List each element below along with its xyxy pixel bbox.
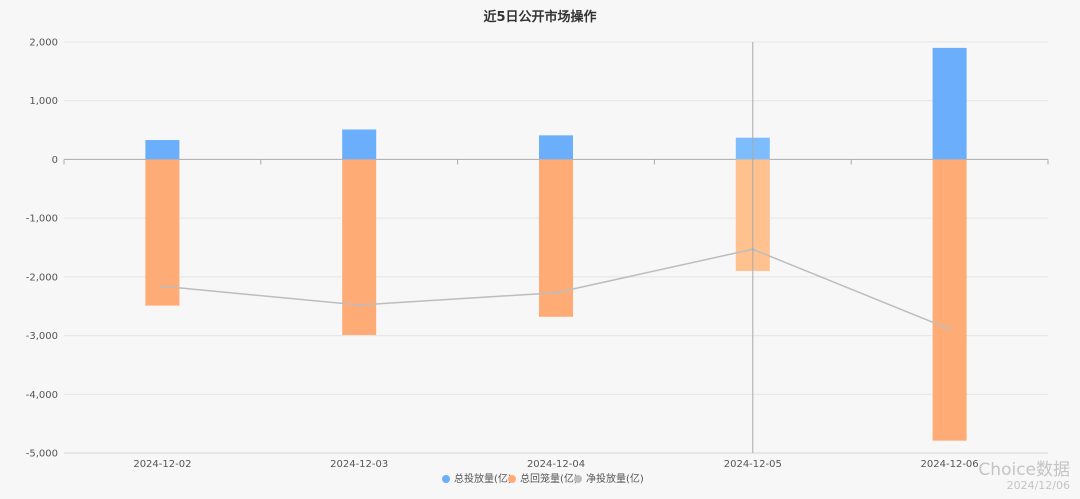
net-injection-point-2024-12-04 (554, 291, 558, 295)
y-tick-label: -2,000 (26, 272, 58, 283)
legend-marker (508, 475, 516, 483)
legend-label: 总投放量(亿) (454, 472, 512, 485)
watermark-date: 2024/12/06 (1007, 479, 1070, 492)
x-tick-label: 2024-12-04 (527, 459, 585, 470)
legend-label: 净投放量(亿) (586, 472, 644, 485)
x-tick-label: 2024-12-05 (724, 459, 782, 470)
x-tick-label: 2024-12-06 (921, 459, 979, 470)
legend-marker (574, 475, 582, 483)
bar-injection-2024-12-06 (932, 47, 967, 160)
y-tick-label: -1,000 (26, 214, 58, 225)
net-injection-point-2024-12-06 (948, 327, 952, 331)
bar-withdrawal-2024-12-03 (342, 159, 377, 335)
legend-label: 总回笼量(亿) (520, 472, 578, 485)
y-tick-label: -4,000 (26, 390, 58, 401)
bar-injection-2024-12-04 (539, 135, 573, 160)
x-tick-label: 2024-12-03 (330, 459, 388, 470)
net-injection-point-2024-12-03 (357, 303, 361, 307)
legend-marker (442, 475, 450, 483)
x-tick-label: 2024-12-02 (133, 459, 191, 470)
y-tick-label: 0 (52, 155, 58, 166)
bar-injection-2024-12-02 (145, 140, 180, 160)
y-tick-label: 1,000 (29, 96, 58, 107)
bar-withdrawal-2024-12-02 (145, 159, 180, 306)
chart-title: 近5日公开市场操作 (483, 9, 596, 25)
net-injection-point-2024-12-02 (160, 284, 164, 288)
y-tick-label: -3,000 (26, 331, 58, 342)
bar-withdrawal-2024-12-06 (932, 159, 967, 441)
bar-injection-2024-12-03 (342, 129, 377, 160)
y-tick-label: 2,000 (29, 38, 58, 49)
watermark-brand: Choice数据 (978, 460, 1070, 480)
y-tick-label: -5,000 (26, 449, 58, 460)
